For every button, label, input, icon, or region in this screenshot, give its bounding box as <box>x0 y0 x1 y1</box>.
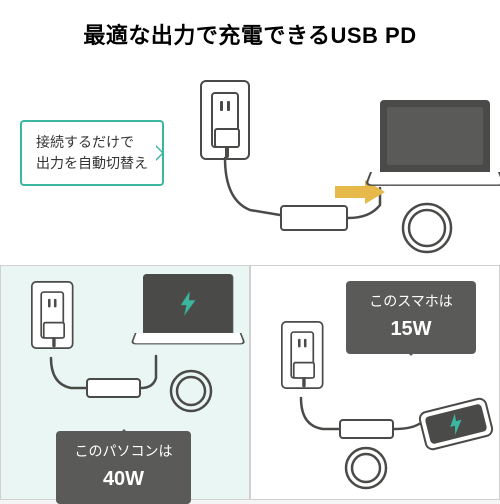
laptop-icon <box>380 100 490 172</box>
bolt-icon <box>179 291 197 316</box>
laptop-icon <box>143 274 233 333</box>
bolt-icon <box>446 412 466 436</box>
page-title: 最適な出力で充電できるUSB PD <box>0 0 500 60</box>
plug-icon <box>214 128 240 148</box>
phone-icon <box>417 396 495 452</box>
top-diagram: 接続するだけで 出力を自動切替え <box>0 60 500 275</box>
phone-watt-bubble: このスマホは 15W <box>346 281 476 354</box>
bubble-line1: 接続するだけで <box>36 134 134 150</box>
bottom-panels: このパソコンは 40W <box>0 265 500 500</box>
panel-laptop: このパソコンは 40W <box>0 265 250 500</box>
adapter-brick <box>280 205 348 231</box>
phone-label: このスマホは <box>369 293 453 309</box>
adapter-brick <box>339 419 394 439</box>
panel-phone: このスマホは 15W <box>250 265 500 500</box>
plug-icon <box>293 362 315 379</box>
auto-switch-bubble: 接続するだけで 出力を自動切替え <box>20 120 164 186</box>
cable-coil <box>161 366 221 421</box>
laptop-label: このパソコンは <box>75 443 173 459</box>
title-accent: USB PD <box>330 23 416 48</box>
wall-outlet <box>31 281 81 361</box>
cable-coil <box>336 444 396 496</box>
phone-watt: 15W <box>360 314 462 344</box>
cable-coil <box>392 200 462 260</box>
plug-icon <box>43 322 65 339</box>
laptop-watt: 40W <box>70 464 177 494</box>
wall-outlet <box>200 80 250 160</box>
laptop-watt-bubble: このパソコンは 40W <box>56 431 191 504</box>
bubble-line2: 出力を自動切替え <box>36 155 148 171</box>
title-pre: 最適な出力で充電できる <box>83 23 330 48</box>
wall-outlet <box>281 321 331 401</box>
adapter-brick <box>86 378 141 398</box>
infographic-root: 最適な出力で充電できるUSB PD 接続するだけで 出力を自動切替え <box>0 0 500 500</box>
